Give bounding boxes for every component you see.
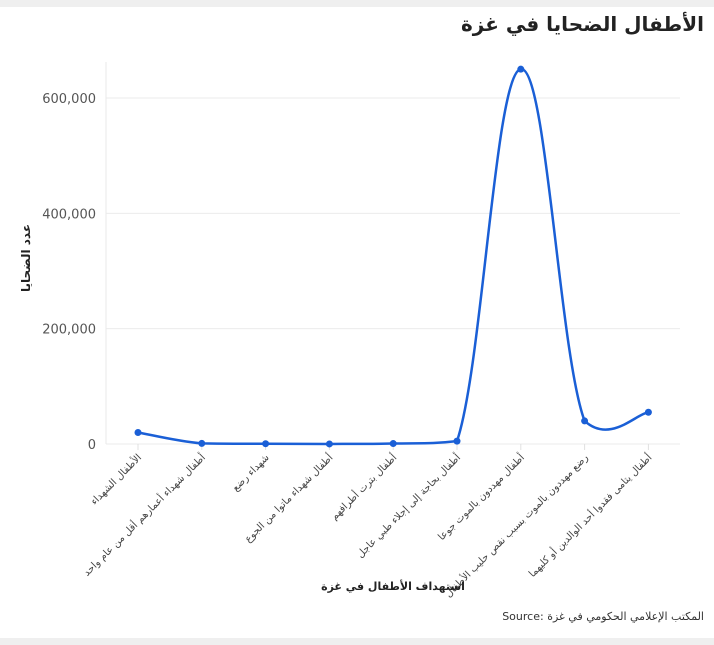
data-point (517, 65, 525, 73)
data-point (644, 408, 652, 416)
y-axis-title: عدد الضحايا (19, 224, 33, 292)
data-point (389, 440, 397, 448)
chart-card (0, 7, 714, 638)
y-tick-label: 400,000 (42, 207, 96, 222)
series-line (137, 67, 649, 446)
y-tick-label: 200,000 (42, 323, 96, 338)
data-point (453, 437, 461, 445)
x-tick-label: أطفال يتامى فقدوا أحد الوالدين أو كليهما (526, 451, 655, 580)
x-tick-label: رضع مهددون بالموت بسبب نقص حليب الأطفال (442, 451, 591, 600)
x-tick-label: أطفال بحاجة إلى إجلاء طبي عاجل (354, 451, 464, 561)
x-tick-label: أطفال بترت أطرافهم (328, 451, 400, 523)
data-point (262, 440, 270, 448)
data-point (581, 417, 589, 425)
data-point (325, 440, 333, 448)
y-tick-label: 600,000 (42, 92, 96, 107)
data-point (134, 428, 142, 436)
x-tick-label: شهداء رضع (230, 452, 271, 493)
data-point (198, 439, 206, 447)
x-tick-label: الأطفال الشهداء (87, 451, 144, 508)
source-note: Source: المكتب الإعلامي الحكومي في غزة (502, 610, 704, 623)
x-axis-title: استهداف الأطفال في غزة (321, 579, 465, 593)
chart-title: الأطفال الضحايا في غزة (461, 12, 704, 36)
x-tick-label: أطفال شهداء أعمارهم أقل من عام واحد (80, 451, 208, 579)
y-tick-label: 0 (88, 438, 96, 453)
